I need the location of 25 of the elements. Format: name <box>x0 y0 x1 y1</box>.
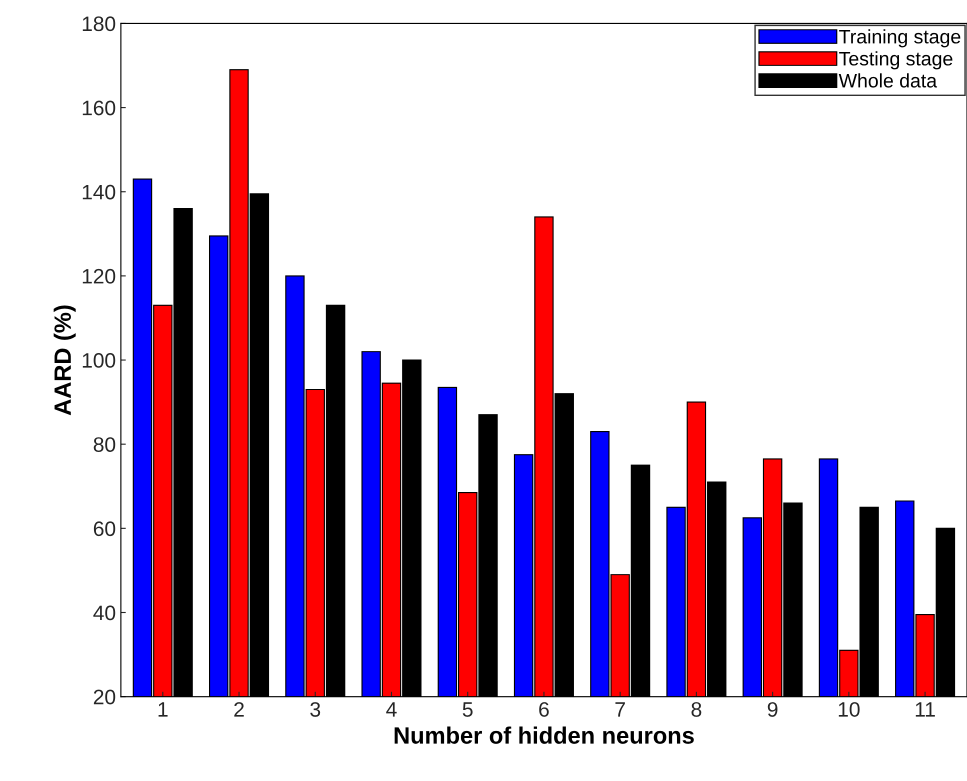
y-tick-label: 20 <box>94 690 116 704</box>
y-axis-title: AARD (%) <box>54 305 76 416</box>
x-tick-label: 10 <box>838 702 860 717</box>
y-tick-label: 100 <box>82 353 116 368</box>
x-tick-label: 4 <box>386 702 397 717</box>
y-tick-label: 160 <box>82 100 116 116</box>
y-tick-label: 120 <box>82 268 116 284</box>
x-tick-label: 6 <box>539 702 549 717</box>
legend-label: Testing stage <box>839 51 952 70</box>
x-tick-label: 2 <box>234 702 244 717</box>
y-tick-label: 140 <box>82 184 116 200</box>
x-tick-label: 5 <box>462 702 473 717</box>
y-tick-label: 180 <box>82 16 116 32</box>
x-tick-label: 8 <box>692 702 702 717</box>
x-tick-label: 9 <box>768 702 778 717</box>
legend-label: Whole data <box>838 73 938 88</box>
y-tick-label: 80 <box>94 437 116 452</box>
legend-label: Training stage <box>839 29 960 48</box>
x-tick-label: 3 <box>310 702 320 717</box>
y-tick-label: 60 <box>94 521 116 536</box>
x-axis-title: Number of hidden neurons <box>394 726 694 744</box>
x-tick-label: 11 <box>916 702 935 717</box>
x-tick-label: 7 <box>615 702 625 717</box>
y-tick-label: 40 <box>93 606 116 620</box>
x-tick-label: 1 <box>158 702 168 717</box>
